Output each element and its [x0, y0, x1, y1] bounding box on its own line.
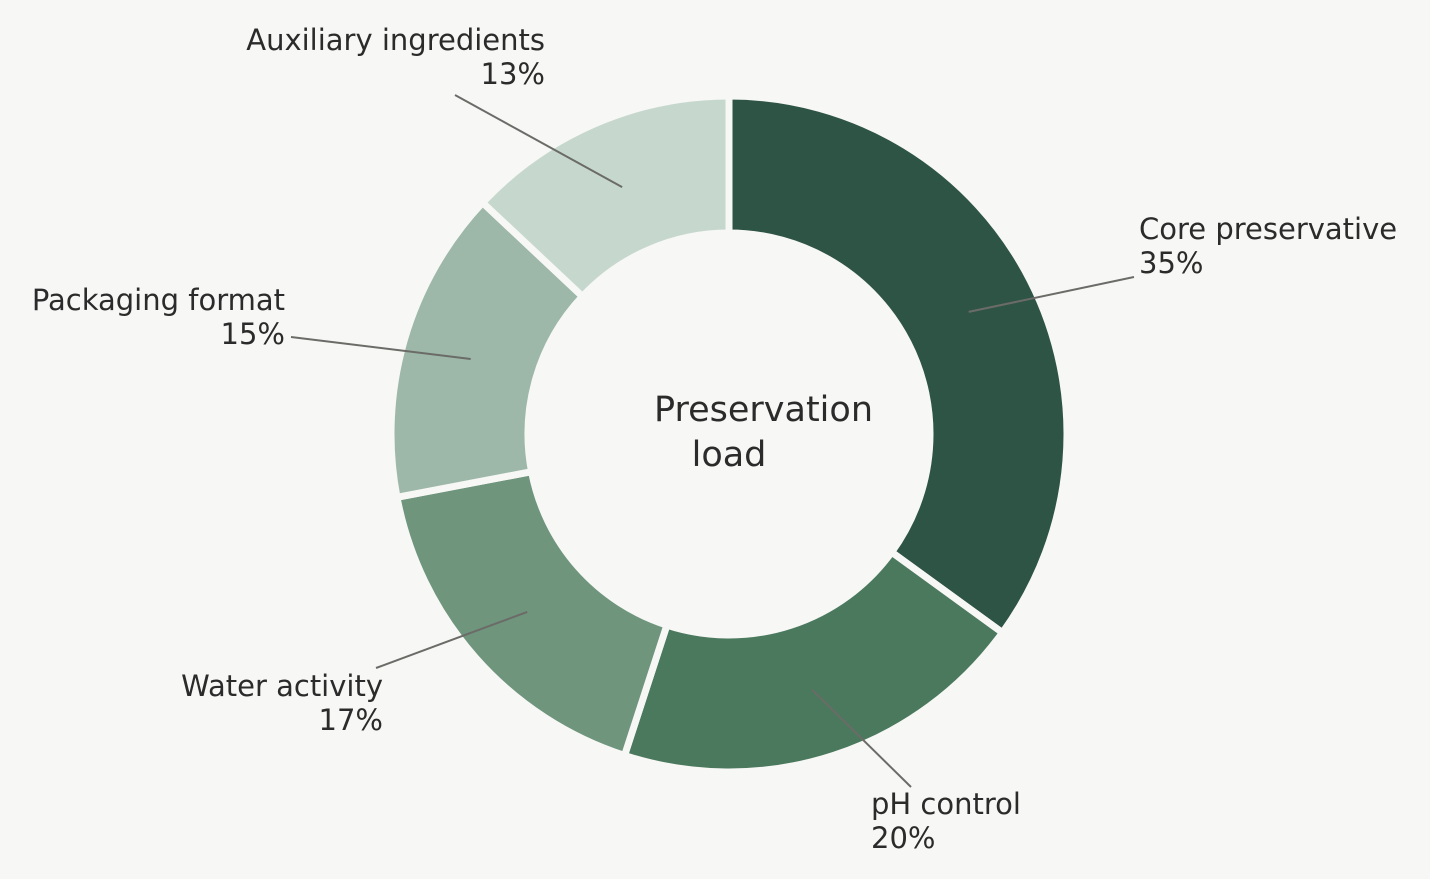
donut-slice — [392, 467, 672, 760]
slice-value-label: 35% — [1139, 246, 1203, 280]
slice-label: Auxiliary ingredients — [246, 23, 545, 57]
leader-line — [454, 94, 623, 188]
center-label: Preservation load — [654, 390, 874, 475]
donut-slice — [725, 92, 1071, 638]
slice-label: pH control — [871, 787, 1021, 821]
donut-slice — [477, 92, 733, 302]
slice-value-label: 15% — [221, 317, 285, 351]
slice-label: Packaging format — [32, 283, 285, 317]
slice-value-label: 13% — [481, 57, 545, 91]
leader-line — [375, 610, 528, 669]
slice-value-label: 20% — [871, 821, 935, 855]
slice-value-label: 17% — [319, 703, 383, 737]
leader-line — [290, 336, 471, 360]
slice-label: Core preservative — [1139, 212, 1397, 246]
donut-slice — [620, 547, 1008, 776]
slice-label: Water activity — [181, 669, 383, 703]
leader-line — [968, 276, 1135, 313]
leader-line — [811, 689, 912, 788]
